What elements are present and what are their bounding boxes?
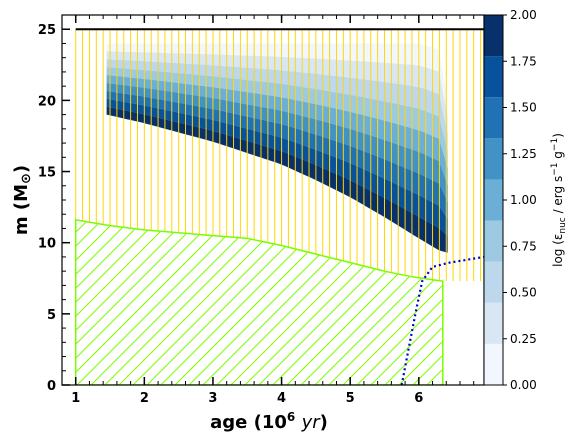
colorbar-band <box>484 220 503 262</box>
burning-band <box>106 51 448 135</box>
colorbar-tick-label: 0.50 <box>510 286 537 300</box>
convective-core-region <box>74 219 444 385</box>
colorbar-tick-label: 0.00 <box>510 378 537 392</box>
y-tick-label: 15 <box>38 166 56 181</box>
burning-band <box>106 67 448 169</box>
colorbar-tick-label: 1.75 <box>510 54 537 68</box>
burning-band <box>106 90 448 219</box>
colorbar-band <box>484 15 503 57</box>
convection-lines <box>75 29 482 282</box>
y-tick-label: 0 <box>47 379 56 394</box>
colorbar-band <box>484 97 503 139</box>
colorbar-frame <box>483 14 504 386</box>
burning-band <box>106 98 448 236</box>
colorbar-tick-label: 0.75 <box>510 239 537 253</box>
x-tick-label: 3 <box>208 391 217 406</box>
plot-area <box>62 15 484 385</box>
x-tick-label: 5 <box>346 391 355 406</box>
colorbar-band <box>484 179 503 221</box>
colorbar-band <box>484 302 503 344</box>
colorbar-tick-label: 1.50 <box>510 101 537 115</box>
burning-band <box>106 75 448 185</box>
colorbar-band <box>484 343 503 385</box>
burning-band <box>106 43 448 118</box>
x-tick-label: 4 <box>277 391 286 406</box>
burning-band <box>106 59 448 152</box>
colorbar-band <box>484 56 503 98</box>
y-tick-label: 20 <box>38 94 56 109</box>
axis-ticks: 1 2 3 4 5 6 0 5 10 15 20 25 <box>38 14 475 406</box>
burning-band <box>106 106 448 253</box>
colorbar-band <box>484 261 503 303</box>
x-axis-title: age (106 yr) <box>210 410 328 433</box>
colorbar-tick-label: 2.00 <box>510 8 537 22</box>
colorbar-tick-label: 0.25 <box>510 332 537 346</box>
y-tick-label: 25 <box>38 23 56 38</box>
colorbar: 0.00 0.25 0.50 0.75 1.00 1.25 1.50 1.75 2.00 <box>484 8 537 392</box>
nuclear-burning-layers <box>106 43 448 253</box>
colorbar-band <box>484 138 503 180</box>
y-tick-label: 5 <box>47 308 56 323</box>
y-tick-label: 10 <box>38 237 56 252</box>
burning-band <box>106 83 448 202</box>
he-core-mass-line <box>400 255 484 385</box>
y-axis-title: m (M⊙) <box>11 165 34 235</box>
x-tick-label: 1 <box>71 391 80 406</box>
colorbar-tick-label: 1.00 <box>510 193 537 207</box>
colorbar-label: log (εnuc / erg s−1 g−1) <box>550 133 568 267</box>
x-tick-label: 6 <box>414 391 423 406</box>
colorbar-tick-label: 1.25 <box>510 147 537 161</box>
x-tick-label: 2 <box>140 391 149 406</box>
